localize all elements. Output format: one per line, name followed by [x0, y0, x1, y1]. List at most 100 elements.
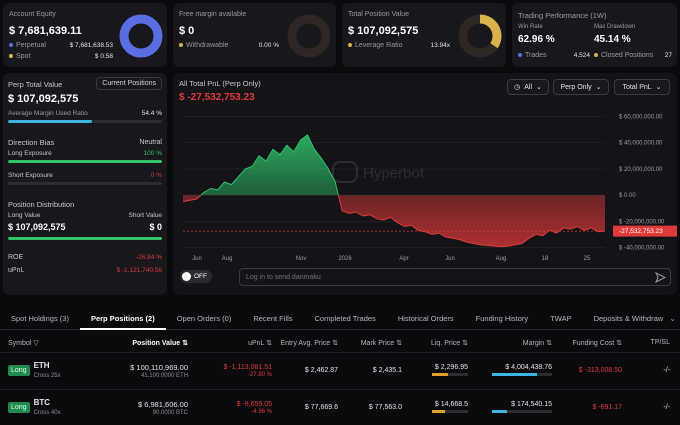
long-exposure-bar — [8, 160, 162, 163]
positions-tabs: Spot Holdings (3) Perp Positions (2) Ope… — [0, 308, 680, 330]
danmaku-input[interactable]: Log in to send danmaku — [239, 268, 671, 286]
col-margin[interactable]: Margin ⇅ — [522, 339, 552, 347]
short-value-label: Short Value — [128, 212, 162, 219]
positions-table: Symbol ▽ Position Value ⇅ uPnL ⇅ Entry A… — [0, 334, 680, 425]
tab-open-orders[interactable]: Open Orders (0) — [176, 313, 232, 323]
table-row[interactable]: LongBTC Cross 40x $ 6,981,606.00 90.0000 B… — [0, 388, 680, 425]
liq-price: $ 14,668.5 — [434, 400, 468, 408]
position-value: $ 100,110,969.00 — [130, 362, 188, 372]
liq-distance-bar — [432, 409, 468, 413]
funding-cost: $ -313,008.50 — [556, 351, 626, 389]
tabs-scroll-chevron-icon[interactable]: ⌄ — [669, 314, 676, 323]
y-tick-label: $ 20,000,000.00 — [619, 167, 663, 173]
tab-funding-history[interactable]: Funding History — [475, 313, 529, 323]
tab-twap[interactable]: TWAP — [550, 313, 572, 323]
tab-deposits[interactable]: Deposits & Withdraw — [593, 313, 664, 323]
symbol-name[interactable]: BTC — [33, 397, 51, 407]
x-tick-label: 18 — [542, 256, 549, 262]
col-mark-price[interactable]: Mark Price ⇅ — [360, 339, 402, 347]
liq-distance-bar — [432, 372, 468, 376]
short-exposure-label: Short Exposure — [8, 172, 53, 179]
sort-icon[interactable]: ⇅ — [266, 339, 272, 347]
col-entry-price[interactable]: Entry Avg. Price ⇅ — [280, 339, 339, 347]
leverage-label: Leverage Ratio — [355, 42, 403, 49]
total-pnl-dropdown[interactable]: Total PnL ⌄ — [614, 79, 670, 95]
position-qty: 90.0000 BTC — [152, 409, 188, 416]
tab-historical-orders[interactable]: Historical Orders — [397, 313, 454, 323]
sort-icon[interactable]: ⇅ — [616, 339, 622, 347]
clock-icon: ◷ — [514, 84, 521, 91]
upnl-value: $ -1,113,081.51 — [223, 363, 272, 371]
leverage-tag: Cross 25x — [33, 372, 61, 379]
col-tpsl: TP/SL — [650, 339, 670, 347]
table-row[interactable]: LongETH Cross 25x $ 100,110,969.00 41,100.… — [0, 351, 680, 389]
roe-label: ROE — [8, 254, 24, 261]
leverage-tag: Cross 40x — [33, 409, 61, 416]
margin-value: $ 174,540.15 — [511, 400, 552, 408]
tpsl-value[interactable]: -/- — [626, 388, 680, 425]
pnl-line-positive — [200, 134, 339, 196]
col-symbol[interactable]: Symbol ▽ — [8, 339, 39, 347]
side-badge: Long — [8, 365, 30, 376]
perp-only-dropdown[interactable]: Perp Only ⌄ — [553, 79, 609, 95]
x-tick-label: Aug — [222, 256, 233, 262]
drawdown-label: Max Drawdown — [594, 24, 636, 30]
closed-label: Closed Positions — [601, 52, 654, 59]
x-tick-label: Nov — [296, 256, 307, 262]
short-exposure-value: 0 % — [150, 172, 162, 179]
current-positions-button[interactable]: Current Positions — [96, 77, 162, 90]
send-icon[interactable] — [655, 272, 666, 283]
performance-label: Trading Performance (1W) — [518, 11, 607, 20]
x-tick-label: 2026 — [338, 256, 352, 262]
tab-recent-fills[interactable]: Recent Fills — [253, 313, 293, 323]
pnl-area-negative — [183, 195, 605, 247]
sort-icon[interactable]: ⇅ — [462, 339, 468, 347]
col-position-value[interactable]: Position Value ⇅ — [132, 339, 188, 347]
y-tick-label: $ -20,000,000.00 — [619, 219, 665, 225]
sort-icon[interactable]: ⇅ — [546, 339, 552, 347]
col-funding-cost[interactable]: Funding Cost ⇅ — [572, 339, 622, 347]
sort-icon[interactable]: ⇅ — [332, 339, 338, 347]
chevron-down-icon: ⌄ — [655, 84, 662, 91]
danmaku-toggle[interactable]: OFF — [180, 270, 212, 283]
leverage-dot-icon — [348, 43, 352, 48]
chevron-down-icon: ⌄ — [595, 84, 602, 91]
margin-card: Free margin available $ 0 Withdrawable 0… — [173, 3, 336, 67]
perp-label: Perpetual — [16, 42, 46, 49]
mark-price: $ 2,435.1 — [342, 351, 406, 389]
trades-dot-icon — [518, 53, 522, 58]
y-tick-label: $ 60,000,000.00 — [619, 115, 663, 121]
filter-icon[interactable]: ▽ — [33, 339, 39, 347]
margin-label: Free margin available — [179, 11, 247, 18]
chart-total-value: $ -27,532,753.23 — [179, 92, 255, 103]
upnl-pct: -4.96 % — [251, 408, 272, 415]
sort-icon[interactable]: ⇅ — [396, 339, 402, 347]
side-badge: Long — [8, 402, 30, 414]
spot-value: $ 0.58 — [94, 53, 113, 60]
col-upnl[interactable]: uPnL ⇅ — [248, 339, 272, 347]
entry-price: $ 2,462.87 — [276, 351, 342, 389]
win-rate-label: Win Rate — [518, 24, 543, 30]
x-tick-label: Apr — [399, 256, 408, 262]
withdrawable-label: Withdrawable — [186, 42, 229, 49]
col-liq-price[interactable]: Liq. Price ⇅ — [430, 339, 468, 347]
upnl-value: $ -1,121,740.56 — [116, 267, 162, 274]
equity-card: Account Equity $ 7,681,639.11 Perpetual … — [3, 3, 167, 67]
long-value-label: Long Value — [8, 212, 41, 219]
symbol-name[interactable]: ETH — [33, 360, 50, 370]
hyperbot-logo-icon — [332, 161, 358, 183]
x-tick-label: 25 — [584, 256, 591, 262]
all-filter-dropdown[interactable]: ◷ All ⌄ — [507, 79, 549, 95]
tpsl-value[interactable]: -/- — [626, 351, 680, 389]
tab-spot-holdings[interactable]: Spot Holdings (3) — [11, 313, 69, 323]
tab-completed-trades[interactable]: Completed Trades — [314, 313, 376, 323]
drawdown-value: 45.14 % — [594, 34, 631, 45]
sort-icon[interactable]: ⇅ — [182, 339, 188, 347]
margin-donut-icon — [287, 14, 331, 58]
closed-value: 27 — [664, 52, 672, 59]
position-value: $ 107,092,575 — [348, 25, 419, 37]
leverage-donut-icon — [458, 14, 502, 58]
total-pnl-label: Total PnL — [622, 83, 652, 91]
tab-perp-positions[interactable]: Perp Positions (2) — [79, 308, 166, 330]
mark-price: $ 77,563.0 — [342, 388, 406, 425]
